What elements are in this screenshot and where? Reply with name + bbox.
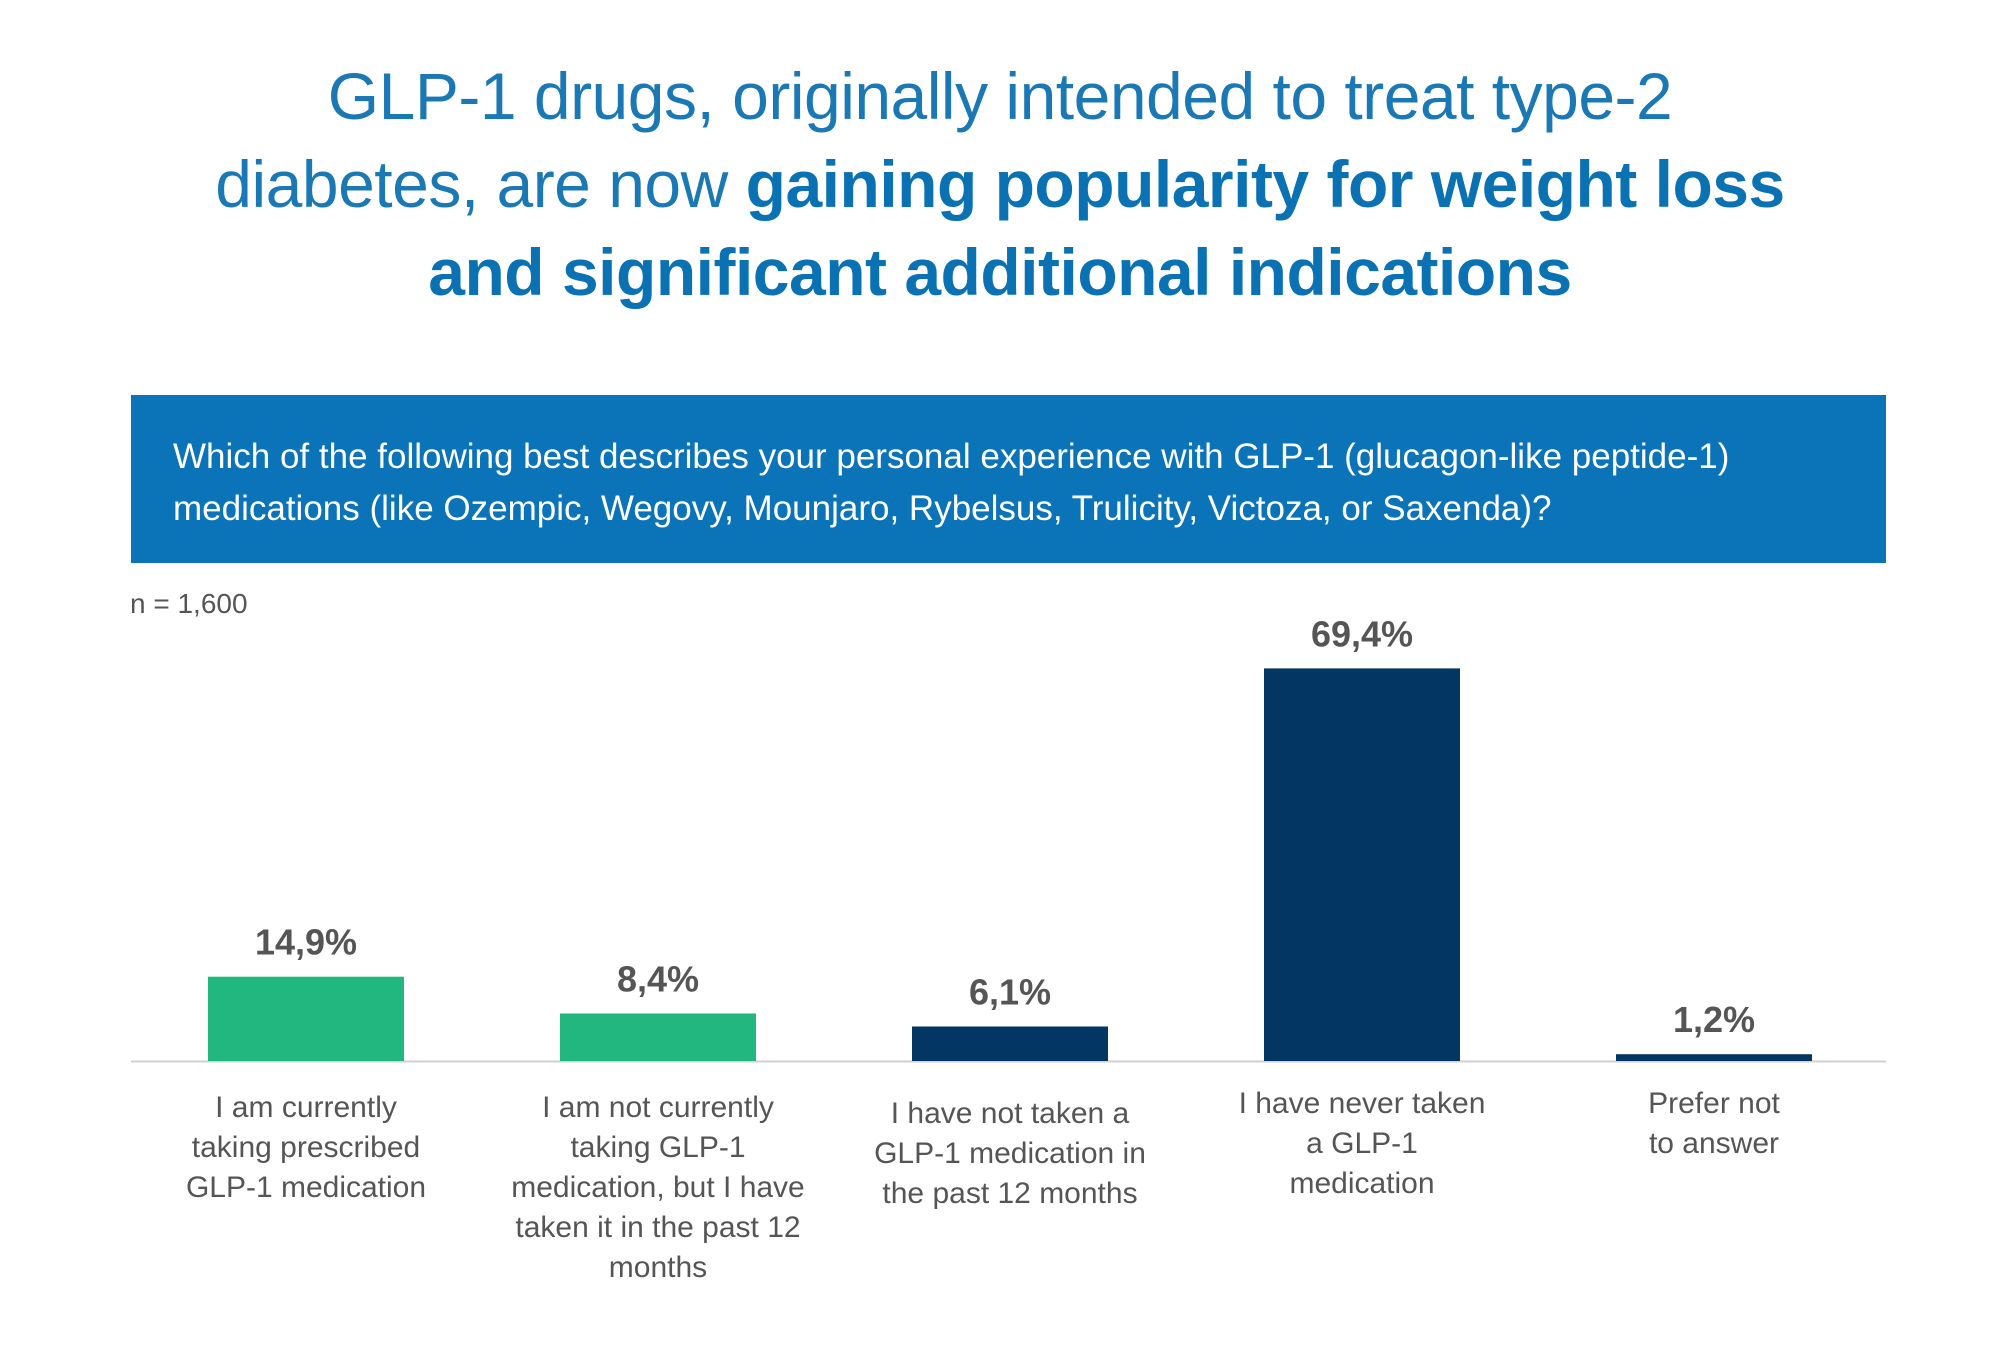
title-line-2: diabetes, are now gaining popularity for… <box>150 140 1850 228</box>
bar-value-label-2: 8,4% <box>617 958 699 999</box>
category-label-1-line-3: GLP-1 medication <box>185 1171 427 1204</box>
category-label-5-line-2: to answer <box>1648 1127 1780 1160</box>
category-label-4-line-1: I have never taken <box>1238 1087 1486 1120</box>
category-label-1-line-2: taking prescribed <box>191 1131 421 1164</box>
title-line-2-regular: diabetes, are now <box>215 147 746 221</box>
chart-title: GLP-1 drugs, originally intended to trea… <box>150 52 1850 316</box>
category-label-4-line-3: medication <box>1289 1167 1435 1200</box>
category-label-4-line-2: a GLP-1 <box>1306 1127 1418 1160</box>
bar-1 <box>208 976 404 1061</box>
category-label-2-line-5: months <box>608 1251 708 1284</box>
bar-2 <box>560 1013 756 1061</box>
category-label-3-line-1: I have not taken a <box>890 1097 1130 1130</box>
category-label-2: I am not currently taking GLP-1 medication… <box>508 1088 808 1288</box>
category-label-2-line-3: medication, but I have <box>511 1171 805 1204</box>
category-label-1-line-1: I am currently <box>215 1091 397 1124</box>
bar-3 <box>912 1026 1108 1061</box>
category-label-1: I am currently taking prescribed GLP-1 med… <box>156 1088 456 1208</box>
sample-size: n = 1,600 <box>130 588 248 619</box>
category-label-5-line-1: Prefer not <box>1648 1087 1780 1120</box>
title-line-1: GLP-1 drugs, originally intended to trea… <box>327 59 1673 133</box>
question-line-2: medications (like Ozempic, Wegovy, Mounj… <box>173 489 1552 528</box>
title-line-2-bold: gaining popularity for weight loss <box>745 147 1786 221</box>
bar-value-label-3: 6,1% <box>969 971 1051 1012</box>
category-label-2-line-4: taken it in the past 12 <box>515 1211 801 1244</box>
bar-5 <box>1616 1054 1812 1061</box>
category-label-2-line-1: I am not currently <box>542 1091 774 1124</box>
title-line-3-bold: and significant additional indications <box>428 235 1572 309</box>
category-label-4: I have never taken a GLP-1 medication <box>1212 1084 1512 1204</box>
bar-value-label-4: 69,4% <box>1311 613 1413 654</box>
bar-value-label-5: 1,2% <box>1673 999 1755 1040</box>
question-banner: Which of the following best describes yo… <box>131 395 1886 563</box>
category-label-3-line-2: GLP-1 medication in <box>874 1137 1146 1170</box>
question-line-1: Which of the following best describes yo… <box>173 437 1730 476</box>
category-label-3-line-3: the past 12 months <box>882 1177 1138 1210</box>
category-label-5: Prefer not to answer <box>1564 1084 1864 1164</box>
category-label-2-line-2: taking GLP-1 <box>570 1131 746 1164</box>
bar-value-label-1: 14,9% <box>255 922 357 963</box>
category-label-3: I have not taken a GLP-1 medication in the… <box>860 1094 1160 1214</box>
bar-4 <box>1264 668 1460 1061</box>
